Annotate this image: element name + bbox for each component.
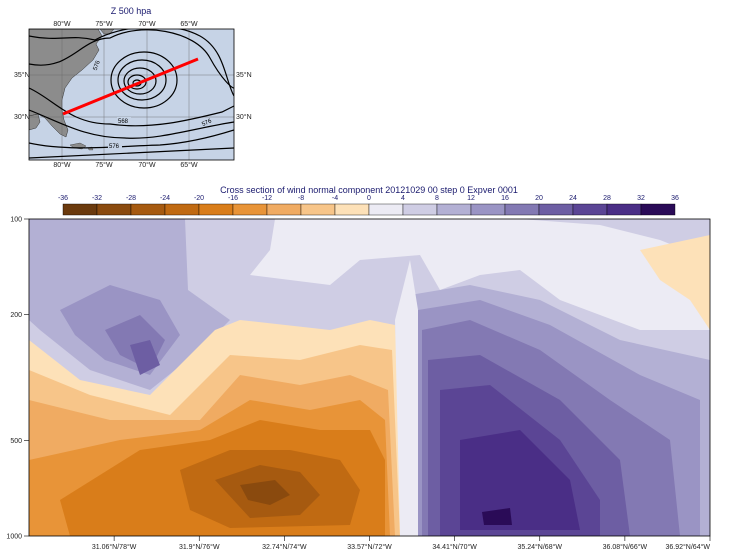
lat-label: 35°N bbox=[236, 71, 252, 79]
colorbar-tick-label: -8 bbox=[298, 195, 304, 202]
chart-title: Cross section of wind normal component 2… bbox=[220, 185, 518, 195]
land-florida bbox=[29, 113, 41, 131]
colorbar-swatch bbox=[538, 203, 574, 216]
colorbar-tick-label: -12 bbox=[262, 195, 272, 202]
colorbar-tick-label: 20 bbox=[535, 195, 543, 202]
lon-label: 65°W bbox=[180, 161, 198, 169]
colorbar-swatch bbox=[504, 203, 540, 216]
field-0-4 bbox=[640, 235, 710, 330]
colorbar-tick-label: 28 bbox=[603, 195, 611, 202]
colorbar-tick-label: -16 bbox=[228, 195, 238, 202]
colorbar-swatch bbox=[232, 203, 268, 216]
colorbar-tick-label: 4 bbox=[401, 195, 405, 202]
colorbar-swatch bbox=[164, 203, 200, 216]
colorbar bbox=[62, 203, 676, 216]
contour-label: 576 bbox=[109, 144, 120, 150]
colorbar-swatch bbox=[266, 203, 302, 216]
contour-label: 576 bbox=[201, 118, 213, 128]
x-tick-label: 31.06°N/78°W bbox=[92, 543, 137, 551]
x-tick-label: 33.57°N/72°W bbox=[347, 543, 392, 551]
colorbar-tick-label: -4 bbox=[332, 195, 338, 202]
y-tick-label: 200 bbox=[10, 312, 22, 319]
field-neg32-neg28 bbox=[240, 480, 290, 505]
colorbar-tick-label: -20 bbox=[194, 195, 204, 202]
x-axis: 31.06°N/78°W 31.9°N/76°W 32.74°N/74°W 33.57… bbox=[92, 536, 710, 551]
map-frame bbox=[28, 28, 235, 161]
colorbar-swatch bbox=[96, 203, 132, 216]
cross-section-plot bbox=[28, 218, 711, 537]
contour-label: 576 bbox=[93, 59, 102, 71]
colorbar-tick-label: -28 bbox=[126, 195, 136, 202]
colorbar-swatch bbox=[300, 203, 336, 216]
y-tick-label: 100 bbox=[10, 217, 22, 224]
field-4-8 bbox=[180, 219, 710, 330]
x-tick-label: 32.74°N/74°W bbox=[262, 543, 307, 551]
colorbar-swatch bbox=[130, 203, 166, 216]
x-tick-label: 34.41°N/70°W bbox=[432, 543, 477, 551]
colorbar-swatch bbox=[334, 203, 370, 216]
map-panel: 576 568 576 576 80°W 75°W 70°W 65°W 80°W… bbox=[14, 20, 252, 169]
colorbar-tick-label: 12 bbox=[467, 195, 475, 202]
lon-label: 80°W bbox=[53, 161, 71, 169]
lat-label: 35°N bbox=[14, 71, 30, 79]
lon-label: 65°W bbox=[180, 20, 198, 28]
colorbar-swatch bbox=[198, 203, 234, 216]
lon-label: 75°W bbox=[95, 20, 113, 28]
x-tick-label: 36.92°N/64°W bbox=[665, 543, 710, 551]
colorbar-swatch bbox=[640, 203, 676, 216]
contour-label: 568 bbox=[118, 119, 129, 125]
colorbar-swatch bbox=[368, 203, 404, 216]
colorbar-labels: -36 -32 -28 -24 -20 -16 -12 -8 -4 0 4 8 12 16 20 24 28 32… bbox=[58, 195, 679, 202]
colorbar-tick-label: 36 bbox=[671, 195, 679, 202]
colorbar-tick-label: 8 bbox=[435, 195, 439, 202]
x-tick-label: 36.08°N/66°W bbox=[603, 543, 648, 551]
colorbar-tick-label: 16 bbox=[501, 195, 509, 202]
field-0-strip bbox=[395, 260, 418, 536]
colorbar-swatch bbox=[402, 203, 438, 216]
colorbar-tick-label: -24 bbox=[160, 195, 170, 202]
colorbar-swatch bbox=[62, 203, 98, 216]
colorbar-swatch bbox=[606, 203, 642, 216]
map-title: Z 500 hpa bbox=[111, 6, 152, 16]
lon-label: 70°W bbox=[138, 20, 156, 28]
x-tick-label: 35.24°N/68°W bbox=[517, 543, 562, 551]
colorbar-swatch bbox=[572, 203, 608, 216]
colorbar-swatch bbox=[470, 203, 506, 216]
colorbar-tick-label: 0 bbox=[367, 195, 371, 202]
y-tick-label: 1000 bbox=[6, 534, 22, 541]
lon-label: 75°W bbox=[95, 161, 113, 169]
colorbar-tick-label: 24 bbox=[569, 195, 577, 202]
colorbar-swatch bbox=[436, 203, 472, 216]
colorbar-tick-label: -32 bbox=[92, 195, 102, 202]
lon-label: 70°W bbox=[138, 161, 156, 169]
lon-label: 80°W bbox=[53, 20, 71, 28]
field-28-32-r bbox=[460, 430, 580, 530]
y-tick-label: 500 bbox=[10, 438, 22, 445]
colorbar-tick-label: -36 bbox=[58, 195, 68, 202]
colorbar-tick-label: 32 bbox=[637, 195, 645, 202]
y-axis: 100 200 500 1000 bbox=[6, 217, 29, 541]
cross-section-line bbox=[62, 57, 199, 116]
x-tick-label: 31.9°N/76°W bbox=[179, 543, 220, 551]
field-24-28 bbox=[130, 340, 160, 375]
lat-label: 30°N bbox=[14, 113, 30, 121]
field-32-36-r bbox=[482, 508, 512, 525]
lat-label: 30°N bbox=[236, 113, 252, 121]
